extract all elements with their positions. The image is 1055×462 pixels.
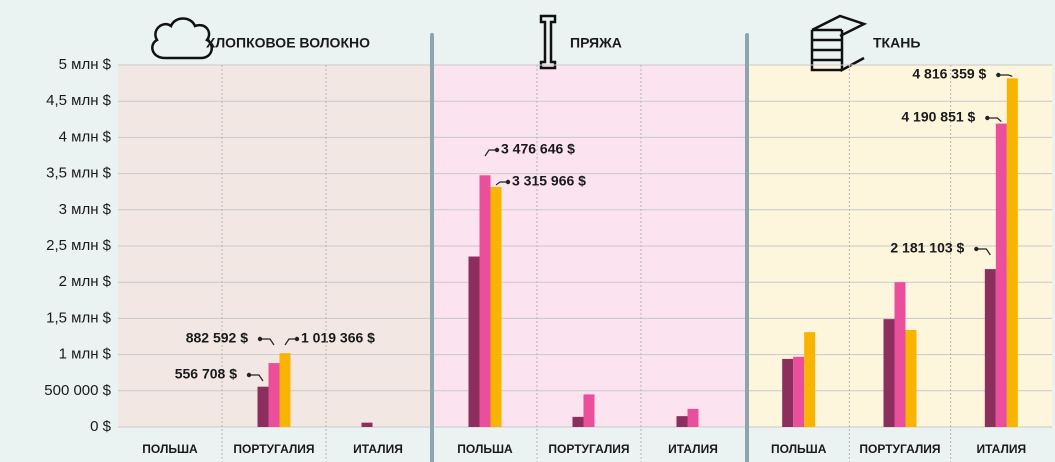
y-tick-label: 0 $ bbox=[90, 418, 112, 435]
bar bbox=[984, 269, 996, 427]
leader-line bbox=[484, 149, 497, 157]
x-tick-label: ИТАЛИЯ bbox=[976, 442, 1026, 456]
bar bbox=[490, 186, 502, 427]
x-tick-label: ПОРТУГАЛИЯ bbox=[233, 442, 314, 456]
bar bbox=[804, 332, 816, 427]
value-label: 4 816 359 $ bbox=[912, 66, 986, 82]
leader-dot bbox=[257, 336, 263, 342]
y-tick-label: 1,5 млн $ bbox=[46, 309, 112, 326]
x-tick-label: ИТАЛИЯ bbox=[353, 442, 403, 456]
leader-line bbox=[998, 74, 1013, 77]
value-label: 2 181 103 $ bbox=[890, 240, 964, 256]
value-label: 1 019 366 $ bbox=[301, 330, 375, 346]
bar bbox=[479, 175, 491, 427]
leader-line bbox=[987, 117, 1002, 123]
bar bbox=[782, 358, 794, 427]
leader-dot bbox=[246, 372, 252, 378]
value-label: 882 592 $ bbox=[186, 330, 248, 346]
leader-dot bbox=[294, 336, 300, 342]
bar bbox=[361, 422, 373, 427]
icons bbox=[151, 14, 868, 73]
leader-line bbox=[284, 338, 297, 346]
bar bbox=[894, 282, 906, 427]
cotton-icon bbox=[151, 17, 214, 60]
x-tick-label: ПОЛЬША bbox=[457, 442, 513, 456]
x-tick-label: ПОЛЬША bbox=[142, 442, 198, 456]
x-tick-label: ПОРТУГАЛИЯ bbox=[859, 442, 940, 456]
leader-dot bbox=[996, 72, 1001, 78]
y-tick-label: 2,5 млн $ bbox=[46, 237, 112, 254]
leader-dot bbox=[974, 246, 979, 252]
bar bbox=[793, 356, 805, 427]
bar bbox=[995, 123, 1007, 427]
panel-title: ТКАНЬ bbox=[873, 35, 920, 51]
value-label: 3 476 646 $ bbox=[501, 141, 575, 157]
y-tick-label: 5 млн $ bbox=[59, 56, 112, 73]
bar bbox=[572, 416, 584, 427]
panel-title: ХЛОПКОВОЕ ВОЛОКНО bbox=[206, 35, 370, 51]
bar bbox=[257, 386, 269, 427]
panel-title: ПРЯЖА bbox=[570, 35, 622, 51]
value-label: 4 190 851 $ bbox=[901, 109, 975, 125]
leader-line bbox=[249, 374, 264, 382]
bar bbox=[583, 394, 595, 427]
y-tick-label: 1 млн $ bbox=[59, 346, 112, 363]
fabric-icon bbox=[810, 14, 868, 73]
x-tick-label: ПОЛЬША bbox=[771, 442, 827, 456]
value-label: 3 315 966 $ bbox=[512, 173, 586, 189]
leader-line bbox=[260, 338, 275, 346]
bar bbox=[676, 416, 688, 427]
value-label: 556 708 $ bbox=[175, 366, 237, 382]
x-tick-label: ПОРТУГАЛИЯ bbox=[548, 442, 629, 456]
y-tick-label: 4,5 млн $ bbox=[46, 92, 112, 109]
y-tick-label: 2 млн $ bbox=[59, 273, 112, 290]
leader-line bbox=[495, 181, 508, 186]
leader-dot bbox=[985, 115, 990, 121]
y-tick-label: 3,5 млн $ bbox=[46, 165, 112, 182]
bar bbox=[883, 319, 895, 427]
bar bbox=[279, 353, 291, 427]
leader-line bbox=[976, 248, 991, 256]
x-tick-label: ИТАЛИЯ bbox=[668, 442, 718, 456]
bar bbox=[687, 408, 699, 427]
y-tick-label: 4 млн $ bbox=[59, 128, 112, 145]
bar bbox=[905, 329, 917, 427]
yarn-icon bbox=[539, 14, 557, 70]
bar bbox=[1006, 78, 1018, 428]
leader-dot bbox=[494, 147, 500, 153]
y-tick-label: 3 млн $ bbox=[59, 201, 112, 218]
y-tick-label: 500 000 $ bbox=[44, 382, 111, 399]
bar bbox=[468, 256, 480, 427]
leader-dot bbox=[505, 179, 511, 185]
bar bbox=[268, 363, 280, 427]
